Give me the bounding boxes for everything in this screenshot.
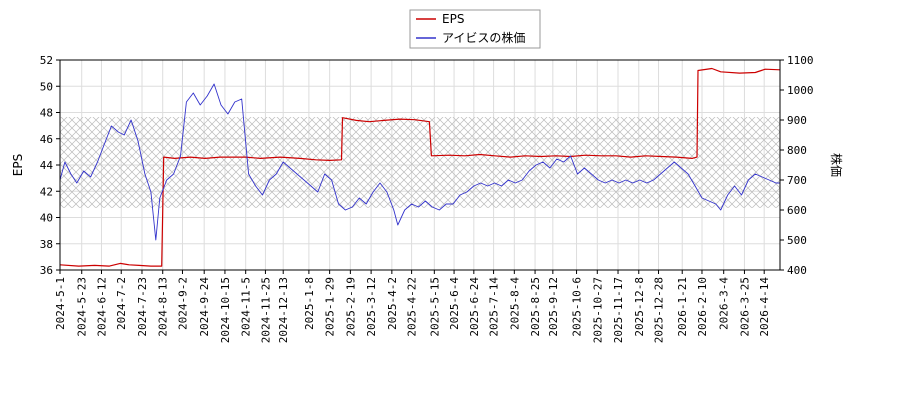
legend-label-eps: EPS — [442, 12, 464, 26]
x-tick-label: 2025-4-2 — [386, 277, 399, 330]
x-tick-label: 2025-10-27 — [591, 277, 604, 343]
x-tick-label: 2026-3-25 — [738, 277, 751, 337]
eps-line — [60, 67, 780, 267]
x-tick-label: 2024-8-13 — [157, 277, 170, 337]
x-tick-label: 2025-3-12 — [365, 277, 378, 337]
x-tick-label: 2025-12-28 — [653, 277, 666, 343]
x-tick-label: 2024-10-15 — [219, 277, 232, 343]
x-tick-label: 2025-5-15 — [428, 277, 441, 337]
price-range-band — [60, 117, 780, 208]
x-tick-label: 2025-11-17 — [612, 277, 625, 343]
series-layer — [60, 67, 780, 267]
left-tick-label: 42 — [40, 185, 53, 198]
right-tick-label: 800 — [787, 144, 807, 157]
x-tick-label: 2025-9-12 — [547, 277, 560, 337]
left-tick-label: 38 — [40, 238, 53, 251]
x-tick-label: 2024-11-25 — [259, 277, 272, 343]
range-band — [60, 117, 780, 208]
right-tick-label: 500 — [787, 234, 807, 247]
left-tick-label: 40 — [40, 212, 53, 225]
x-tick-label: 2025-8-25 — [529, 277, 542, 337]
x-tick-label: 2025-12-8 — [633, 277, 646, 337]
legend-label-price: アイビスの株価 — [442, 30, 525, 45]
x-tick-label: 2025-1-29 — [324, 277, 337, 337]
x-tick-label: 2024-12-13 — [277, 277, 290, 343]
x-tick-label: 2026-4-14 — [758, 277, 771, 337]
x-tick-label: 2024-9-24 — [198, 277, 211, 337]
legend: EPS アイビスの株価 — [409, 9, 541, 49]
x-tick-label: 2025-6-24 — [468, 277, 481, 337]
left-tick-label: 46 — [40, 133, 53, 146]
right-tick-label: 700 — [787, 174, 807, 187]
x-tick-label: 2025-2-19 — [344, 277, 357, 337]
right-tick-label: 400 — [787, 264, 807, 277]
right-tick-label: 1100 — [787, 54, 814, 67]
left-tick-label: 50 — [40, 80, 53, 93]
x-tick-label: 2024-5-1 — [54, 277, 67, 330]
x-tick-label: 2025-7-14 — [488, 277, 501, 337]
x-tick-label: 2024-11-5 — [240, 277, 253, 337]
legend-box — [409, 9, 541, 49]
left-tick-label: 48 — [40, 107, 53, 120]
price-line — [60, 83, 780, 241]
x-tick-label: 2025-1-8 — [303, 277, 316, 330]
right-tick-label: 600 — [787, 204, 807, 217]
x-tick-label: 2025-10-6 — [571, 277, 584, 337]
x-tick-label: 2024-7-2 — [115, 277, 128, 330]
x-tick-label: 2024-9-2 — [176, 277, 189, 330]
x-tick-label: 2025-6-4 — [448, 277, 461, 330]
axes: 2024-5-1 2024-5-23 2024-6-12 2024-7-2 2024-7… — [40, 54, 814, 343]
left-tick-label: 52 — [40, 54, 53, 67]
x-tick-label: 2026-2-10 — [696, 277, 709, 337]
x-tick-label: 2025-4-22 — [406, 277, 419, 337]
right-tick-label: 900 — [787, 114, 807, 127]
x-tick-label: 2026-1-21 — [676, 277, 689, 337]
x-tick-label: 2025-8-4 — [508, 277, 521, 330]
x-tick-label: 2024-5-23 — [76, 277, 89, 337]
left-tick-label: 36 — [40, 264, 53, 277]
right-tick-label: 1000 — [787, 84, 814, 97]
x-tick-label: 2024-7-23 — [136, 277, 149, 337]
x-tick-label: 2024-6-12 — [95, 277, 108, 337]
x-tick-label: 2026-3-4 — [718, 277, 731, 330]
left-tick-label: 44 — [40, 159, 54, 172]
left-axis-label: EPS — [11, 154, 25, 176]
right-axis-label: 株価 — [829, 153, 844, 177]
